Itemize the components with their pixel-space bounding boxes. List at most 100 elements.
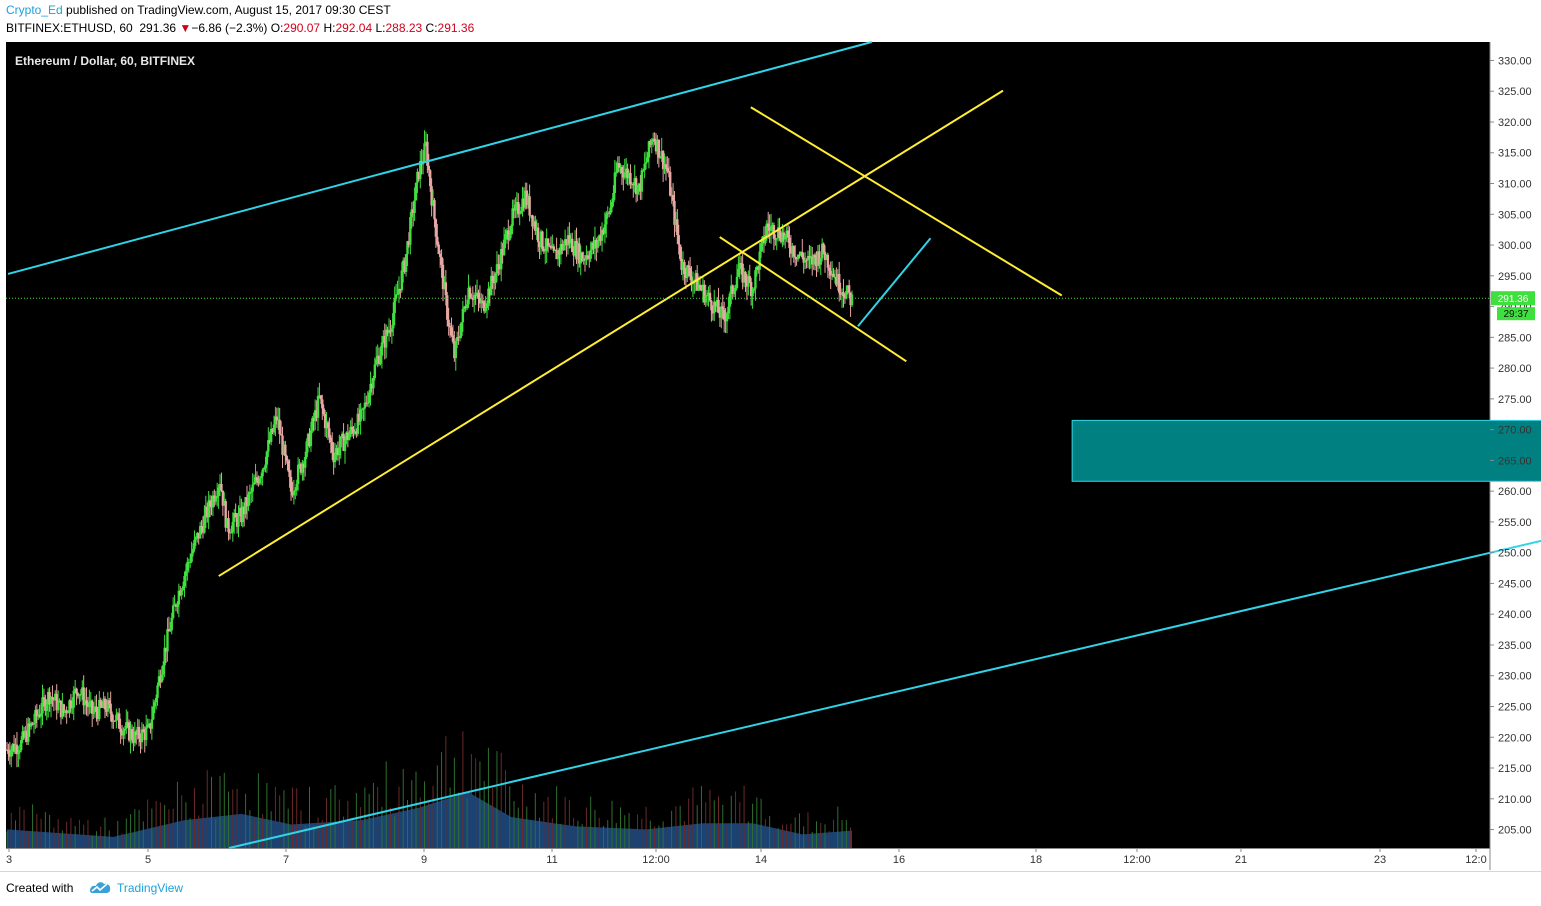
candle-body bbox=[548, 245, 551, 247]
candle-body bbox=[125, 722, 128, 729]
candle-body bbox=[671, 194, 675, 201]
candle-body bbox=[521, 198, 524, 211]
candle-body bbox=[373, 364, 377, 378]
candle-body bbox=[308, 433, 311, 447]
candle-body bbox=[517, 202, 520, 215]
candle-body bbox=[437, 244, 440, 254]
candle-body bbox=[802, 257, 805, 263]
candle-body bbox=[588, 257, 591, 259]
candle-body bbox=[482, 301, 486, 312]
candle-body bbox=[367, 392, 371, 404]
candle-body bbox=[416, 171, 419, 183]
candle-body bbox=[789, 248, 793, 254]
y-tick-label: 220.00 bbox=[1498, 732, 1532, 744]
candle-body bbox=[106, 700, 110, 712]
candle-body bbox=[72, 690, 75, 708]
candle-body bbox=[426, 141, 429, 166]
candle-body bbox=[411, 209, 415, 213]
candle-body bbox=[233, 513, 236, 522]
candle-body bbox=[617, 163, 621, 168]
candle-body bbox=[650, 140, 653, 145]
candle-body bbox=[571, 238, 574, 253]
candle-body bbox=[277, 419, 280, 421]
candle-body bbox=[191, 549, 195, 554]
candle-body bbox=[52, 698, 56, 701]
high-label: H: bbox=[323, 21, 336, 35]
candle-body bbox=[153, 702, 156, 707]
chart-title: Ethereum / Dollar, 60, BITFINEX bbox=[15, 54, 195, 68]
candle-body bbox=[576, 243, 580, 260]
candle-body bbox=[502, 239, 506, 255]
candle-body bbox=[409, 217, 412, 245]
candle-body bbox=[471, 297, 475, 300]
candle-body bbox=[424, 141, 428, 144]
candle-body bbox=[744, 271, 747, 283]
candle-body bbox=[406, 241, 409, 255]
candle-body bbox=[340, 433, 344, 437]
candle-body bbox=[670, 194, 673, 196]
candle-body bbox=[556, 250, 560, 260]
candle-body bbox=[288, 470, 291, 477]
candle-body bbox=[589, 249, 592, 259]
x-tick-label: 3 bbox=[6, 854, 12, 866]
candle-body bbox=[262, 467, 266, 470]
candle-body bbox=[211, 495, 215, 508]
y-tick-label: 245.00 bbox=[1498, 578, 1532, 590]
candle-body bbox=[636, 185, 639, 195]
candle-body bbox=[326, 422, 330, 429]
tradingview-brand[interactable]: TradingView bbox=[117, 881, 184, 895]
candle-body bbox=[643, 163, 646, 171]
candle-body bbox=[173, 604, 176, 606]
candle-body bbox=[254, 477, 257, 483]
tradingview-logo-icon[interactable] bbox=[88, 879, 112, 895]
candle-body bbox=[206, 506, 209, 518]
y-tick-label: 315.00 bbox=[1498, 148, 1532, 160]
candle-body bbox=[267, 440, 270, 452]
candle-body bbox=[31, 723, 34, 725]
candle-body bbox=[771, 225, 774, 227]
candle-body bbox=[382, 336, 385, 343]
candle-body bbox=[535, 227, 538, 231]
candle-body bbox=[17, 752, 20, 755]
candle-body bbox=[674, 219, 678, 225]
candle-body bbox=[112, 720, 115, 723]
candle-body bbox=[291, 491, 294, 496]
candle-body bbox=[582, 258, 585, 262]
price-chart[interactable]: 330.00 325.00 320.00 315.00 310.00 305.00 300.… bbox=[0, 41, 1541, 871]
candle-body bbox=[279, 434, 283, 436]
candle-body bbox=[278, 419, 281, 435]
x-tick-label: 16 bbox=[893, 854, 905, 866]
candle-body bbox=[343, 440, 347, 451]
candle-body bbox=[237, 513, 240, 527]
candle-body bbox=[35, 709, 39, 717]
candle-body bbox=[272, 424, 276, 433]
candle-body bbox=[403, 260, 406, 272]
candle-body bbox=[642, 170, 645, 172]
candle-body bbox=[805, 259, 808, 261]
y-tick-label: 230.00 bbox=[1498, 671, 1532, 683]
candle-body bbox=[210, 506, 213, 508]
candle-body bbox=[620, 166, 624, 174]
candle-body bbox=[355, 431, 358, 435]
candle-body bbox=[384, 329, 388, 348]
candle-body bbox=[602, 229, 605, 234]
candle-body bbox=[201, 526, 205, 533]
candle-body bbox=[417, 171, 421, 179]
open-value: 290.07 bbox=[283, 21, 321, 35]
candle-body bbox=[338, 447, 341, 456]
candle-body bbox=[171, 605, 175, 618]
candle-body bbox=[184, 570, 188, 576]
candle-body bbox=[224, 501, 227, 528]
candle-body bbox=[534, 221, 537, 231]
candle-body bbox=[218, 483, 222, 488]
candle-body bbox=[653, 138, 656, 142]
author-link[interactable]: Crypto_Ed bbox=[6, 3, 63, 17]
symbol-info: BITFINEX:ETHUSD, 60 291.36 ▼−6.86 (−2.3%… bbox=[6, 21, 474, 35]
candle-body bbox=[369, 383, 372, 393]
candle-body bbox=[764, 234, 767, 244]
candle-body bbox=[100, 705, 104, 708]
candle-body bbox=[7, 749, 10, 754]
candle-body bbox=[261, 469, 264, 477]
candle-body bbox=[251, 484, 254, 492]
candle-body bbox=[477, 292, 480, 299]
